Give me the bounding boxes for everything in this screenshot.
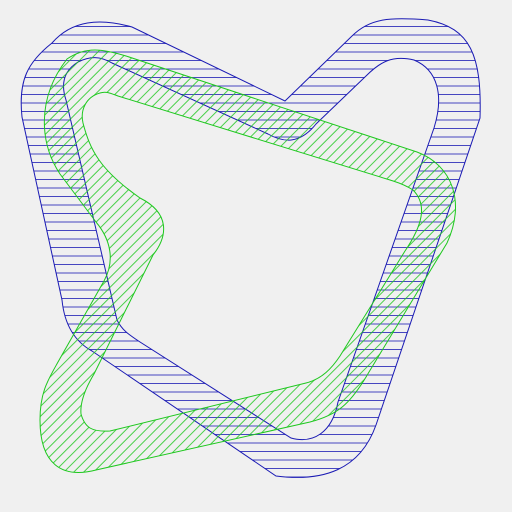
- green-diagonal-hatched-ring: [39, 49, 456, 473]
